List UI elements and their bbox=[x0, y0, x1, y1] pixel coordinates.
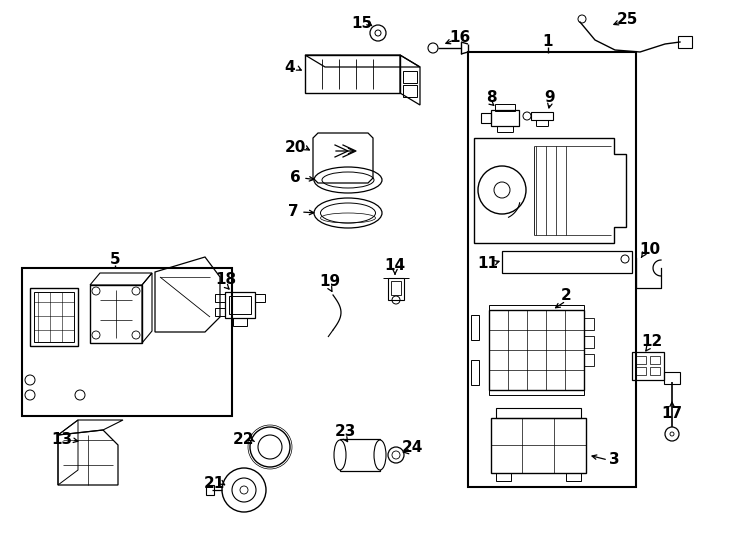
Bar bbox=[491, 418, 586, 473]
Bar bbox=[391, 281, 401, 295]
Bar bbox=[90, 285, 142, 343]
Bar bbox=[678, 36, 692, 48]
Text: 11: 11 bbox=[478, 255, 498, 271]
Bar bbox=[403, 85, 417, 97]
Bar bbox=[584, 336, 594, 348]
Text: 17: 17 bbox=[661, 406, 683, 421]
Bar bbox=[636, 356, 646, 364]
Bar bbox=[206, 485, 214, 495]
Text: 23: 23 bbox=[334, 424, 356, 440]
Text: 14: 14 bbox=[385, 258, 406, 273]
Text: 24: 24 bbox=[401, 441, 423, 456]
Bar bbox=[632, 352, 664, 380]
Text: 19: 19 bbox=[319, 274, 341, 289]
Bar bbox=[229, 296, 251, 314]
Bar bbox=[584, 318, 594, 330]
Text: 9: 9 bbox=[545, 91, 556, 105]
Bar bbox=[34, 292, 74, 342]
Bar bbox=[495, 104, 515, 111]
Bar bbox=[468, 52, 636, 487]
Bar bbox=[664, 372, 680, 384]
Text: 20: 20 bbox=[284, 139, 305, 154]
Text: 16: 16 bbox=[449, 30, 470, 45]
Text: 15: 15 bbox=[352, 16, 373, 30]
Text: 10: 10 bbox=[639, 242, 661, 258]
Ellipse shape bbox=[334, 440, 346, 470]
Bar bbox=[215, 308, 225, 316]
Text: 6: 6 bbox=[290, 171, 300, 186]
Text: 5: 5 bbox=[109, 253, 120, 267]
Bar bbox=[491, 110, 519, 126]
Text: 12: 12 bbox=[642, 334, 663, 349]
Bar bbox=[489, 390, 584, 395]
Bar bbox=[489, 310, 584, 390]
Bar bbox=[471, 315, 479, 340]
Text: 1: 1 bbox=[542, 35, 553, 50]
Bar bbox=[496, 473, 511, 481]
Text: 3: 3 bbox=[608, 453, 619, 468]
Text: 2: 2 bbox=[561, 288, 571, 303]
Text: 25: 25 bbox=[617, 12, 638, 28]
Bar bbox=[403, 71, 417, 83]
Text: 18: 18 bbox=[216, 273, 236, 287]
Text: 22: 22 bbox=[233, 433, 255, 448]
Bar bbox=[481, 113, 491, 123]
Bar bbox=[305, 55, 400, 93]
Bar bbox=[650, 356, 660, 364]
Bar bbox=[489, 305, 584, 310]
Bar bbox=[30, 288, 78, 346]
Bar bbox=[225, 292, 255, 318]
Bar bbox=[496, 408, 581, 418]
Text: 7: 7 bbox=[288, 205, 298, 219]
Bar bbox=[636, 367, 646, 375]
Bar bbox=[22, 268, 232, 416]
Bar bbox=[340, 439, 380, 471]
Text: 21: 21 bbox=[203, 476, 225, 490]
Bar bbox=[215, 294, 225, 302]
Text: 4: 4 bbox=[285, 60, 295, 76]
Bar bbox=[233, 318, 247, 326]
Bar bbox=[566, 473, 581, 481]
Bar bbox=[650, 367, 660, 375]
Bar bbox=[584, 354, 594, 366]
Ellipse shape bbox=[374, 440, 386, 470]
Bar bbox=[388, 278, 404, 300]
Text: 8: 8 bbox=[486, 91, 496, 105]
Bar bbox=[502, 251, 632, 273]
Bar bbox=[255, 294, 265, 302]
Text: 13: 13 bbox=[51, 433, 73, 448]
Bar bbox=[531, 112, 553, 120]
Bar bbox=[471, 360, 479, 385]
